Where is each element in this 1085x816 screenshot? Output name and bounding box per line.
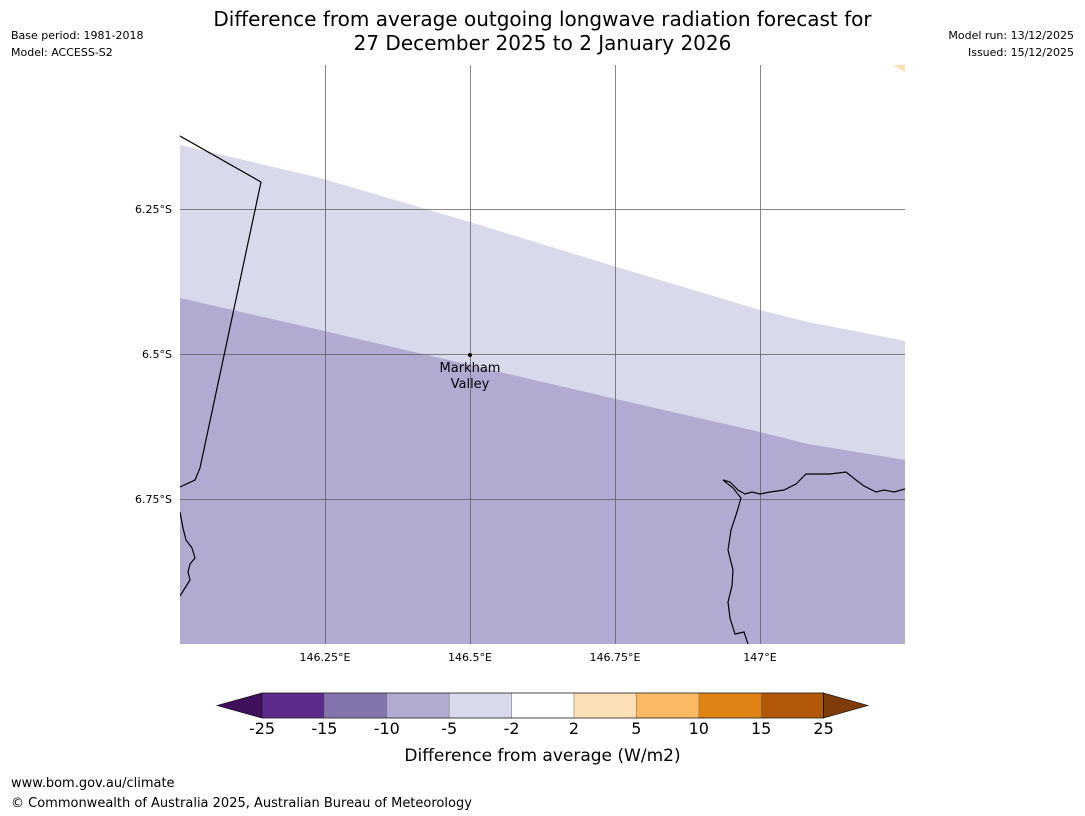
lon-label-147: 147°E (743, 651, 776, 664)
lon-label-146.75: 146.75°E (590, 651, 641, 664)
title-line-2: 27 December 2025 to 2 January 2026 (353, 31, 732, 55)
lon-label-146.5: 146.5°E (448, 651, 492, 664)
lon-label-146.25: 146.25°E (300, 651, 351, 664)
anomaly-band-medium (180, 298, 905, 644)
colorbar-segment--25-to--15 (261, 692, 325, 719)
colorbar-tick-2: 2 (568, 719, 580, 738)
footer: www.bom.gov.au/climate © Commonwealth of… (11, 774, 472, 814)
colorbar-tick--15: -15 (311, 719, 338, 738)
place-label-line-1: Markham (440, 361, 501, 376)
colorbar-outline (261, 692, 824, 719)
place-marker-markham-valley (468, 353, 472, 357)
colorbar-segment--15-to--10 (324, 692, 388, 719)
colorbar (215, 692, 870, 719)
meta-left: Base period: 1981-2018 Model: ACCESS-S2 (11, 27, 143, 61)
model-run: Model run: 13/12/2025 (948, 29, 1074, 42)
graticule (180, 65, 905, 644)
lat-label-6.25: 6.25°S (135, 203, 172, 216)
colorbar-extend-high (823, 692, 870, 719)
coastline-west (180, 511, 196, 597)
boundary-line (180, 135, 262, 488)
colorbar-tick-25: 25 (813, 719, 834, 738)
map-area: Markham Valley (180, 65, 905, 644)
meta-right: Model run: 13/12/2025 Issued: 15/12/2025 (948, 27, 1074, 61)
colorbar-segment--2-to-2 (511, 692, 575, 719)
colorbar-segment--5-to--2 (448, 692, 512, 719)
issued-date: Issued: 15/12/2025 (967, 46, 1074, 59)
colorbar-tick--25: -25 (248, 719, 276, 738)
colorbar-tick-5: 5 (631, 719, 642, 738)
colorbar-tick--2: -2 (503, 719, 520, 738)
colorbar-label: Difference from average (W/m2) (404, 746, 681, 766)
title-line-1: Difference from average outgoing longwav… (213, 7, 872, 31)
lat-label-6.5: 6.5°S (142, 348, 172, 361)
coastline-huon-gulf (722, 471, 905, 644)
place-label-line-2: Valley (451, 377, 490, 392)
map-title: Difference from average outgoing longwav… (180, 7, 905, 55)
colorbar-segment--10-to--5 (386, 692, 450, 719)
colorbar-segment-10-to-15 (698, 692, 762, 719)
model-name: Model: ACCESS-S2 (11, 46, 113, 59)
colorbar-extend-low (215, 692, 263, 719)
colorbar-tick--5: -5 (441, 719, 458, 738)
colorbar-segment-15-to-25 (760, 692, 824, 719)
footer-copyright: © Commonwealth of Australia 2025, Austra… (11, 796, 472, 811)
axis-labels: 6.25°S 6.5°S 6.75°S 146.25°E 146.5°E 146… (135, 203, 777, 664)
base-period: Base period: 1981-2018 (11, 29, 144, 42)
coastlines (180, 135, 905, 644)
lat-label-6.75: 6.75°S (135, 493, 172, 506)
colorbar-tick--10: -10 (373, 719, 400, 738)
footer-url[interactable]: www.bom.gov.au/climate (11, 776, 175, 791)
colorbar-segment-2-to-5 (573, 692, 637, 719)
anomaly-patch-positive (893, 65, 905, 72)
colorbar-segment-5-to-10 (636, 692, 700, 719)
colorbar-tick-10: 10 (688, 719, 709, 738)
colorbar-tick-15: 15 (751, 719, 772, 738)
